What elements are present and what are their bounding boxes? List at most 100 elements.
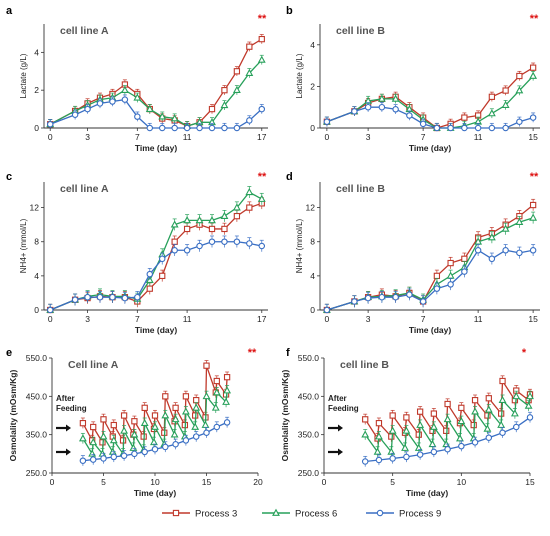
data-point [364, 294, 372, 302]
data-point [446, 271, 455, 279]
data-point [182, 393, 190, 400]
data-point [172, 440, 179, 448]
data-point [484, 412, 491, 419]
data-point [458, 442, 465, 450]
x-tick-label: 0 [325, 314, 330, 324]
data-point [515, 86, 524, 94]
chart-panel-e: e Cell line A 0 5 10 15 20 250.0 350.0 450.0 550.0… [6, 347, 263, 498]
data-point [361, 430, 370, 438]
y-tick-label: 350.0 [26, 430, 48, 440]
data-point [362, 416, 369, 423]
data-point [526, 391, 534, 400]
data-point [146, 285, 153, 292]
series-process-6 [322, 70, 538, 131]
data-point [516, 72, 523, 80]
data-point [461, 255, 468, 262]
legend-marker [172, 509, 180, 517]
data-point [529, 71, 538, 79]
data-point [403, 453, 410, 461]
data-point [133, 93, 142, 101]
y-tick-label: 0 [310, 123, 315, 133]
data-point [192, 403, 201, 411]
x-tick-label: 5 [101, 477, 106, 487]
feeding-arrow-head [338, 424, 343, 432]
data-point [151, 412, 159, 419]
data-point [120, 85, 129, 94]
data-point [402, 426, 411, 434]
data-point [487, 233, 496, 241]
data-point [502, 247, 509, 254]
data-point [516, 249, 523, 257]
data-point [392, 293, 399, 301]
data-point [232, 85, 241, 94]
data-point [181, 407, 190, 415]
data-point [257, 55, 266, 63]
y-tick-label: 350.0 [298, 430, 320, 440]
x-tick-label: 7 [135, 132, 140, 142]
data-point [430, 410, 438, 417]
y-tick-label: 12 [306, 203, 316, 213]
data-point [131, 418, 138, 425]
data-point [458, 404, 465, 411]
data-point [513, 423, 520, 431]
data-point [109, 98, 116, 105]
data-point [170, 114, 179, 122]
legend-item-process-9: Process 9 [366, 509, 441, 520]
data-point [120, 426, 129, 434]
series-line [326, 249, 534, 311]
data-point [99, 432, 108, 440]
chart-panel-c: c cell line A 0 3 7 11 17 0 4 8 12 Time (day) NH4+ (… [6, 171, 268, 335]
significance-marker: ** [530, 13, 539, 25]
data-point [245, 187, 254, 196]
data-point [141, 404, 148, 411]
data-point [373, 447, 382, 455]
y-tick-label: 8 [34, 237, 39, 247]
y-tick-label: 0 [310, 305, 315, 315]
panel-letter: d [286, 171, 293, 183]
data-point [501, 100, 510, 108]
feeding-arrow-head [338, 448, 343, 456]
data-point [323, 118, 331, 126]
data-point [202, 391, 211, 400]
legend-label: Process 6 [295, 509, 337, 520]
data-point [447, 124, 454, 132]
data-point [375, 456, 383, 464]
data-point [232, 203, 241, 211]
data-point [223, 419, 231, 426]
data-point [121, 96, 129, 103]
series-process-6 [46, 186, 266, 313]
data-point [416, 408, 424, 415]
data-point [172, 404, 179, 411]
data-point [170, 430, 179, 438]
data-point [183, 124, 191, 132]
x-tick-label: 17 [257, 314, 267, 324]
x-tick-label: 15 [202, 477, 212, 487]
x-tick-label: 11 [183, 314, 192, 324]
data-point [130, 430, 139, 438]
x-axis-label: Time (day) [135, 143, 178, 153]
panel-title: cell line A [60, 25, 109, 37]
data-point [211, 403, 220, 411]
series-line [326, 106, 534, 129]
series-line [326, 75, 534, 129]
data-point [258, 35, 265, 43]
data-point [183, 225, 191, 233]
data-point [488, 255, 496, 263]
data-point [131, 450, 138, 458]
y-tick-label: 250.0 [26, 468, 48, 478]
data-point [444, 400, 451, 408]
data-point [512, 391, 521, 400]
x-tick-label: 0 [325, 132, 330, 142]
data-point [461, 114, 468, 121]
data-point [221, 87, 228, 94]
x-tick-label: 15 [528, 314, 538, 324]
data-point [201, 420, 210, 428]
data-point [499, 377, 506, 385]
data-point [84, 105, 91, 113]
data-point [233, 68, 241, 75]
data-point [375, 432, 383, 440]
x-tick-label: 0 [48, 132, 53, 142]
data-point [529, 201, 537, 209]
data-point [389, 455, 396, 462]
data-point [71, 111, 79, 119]
